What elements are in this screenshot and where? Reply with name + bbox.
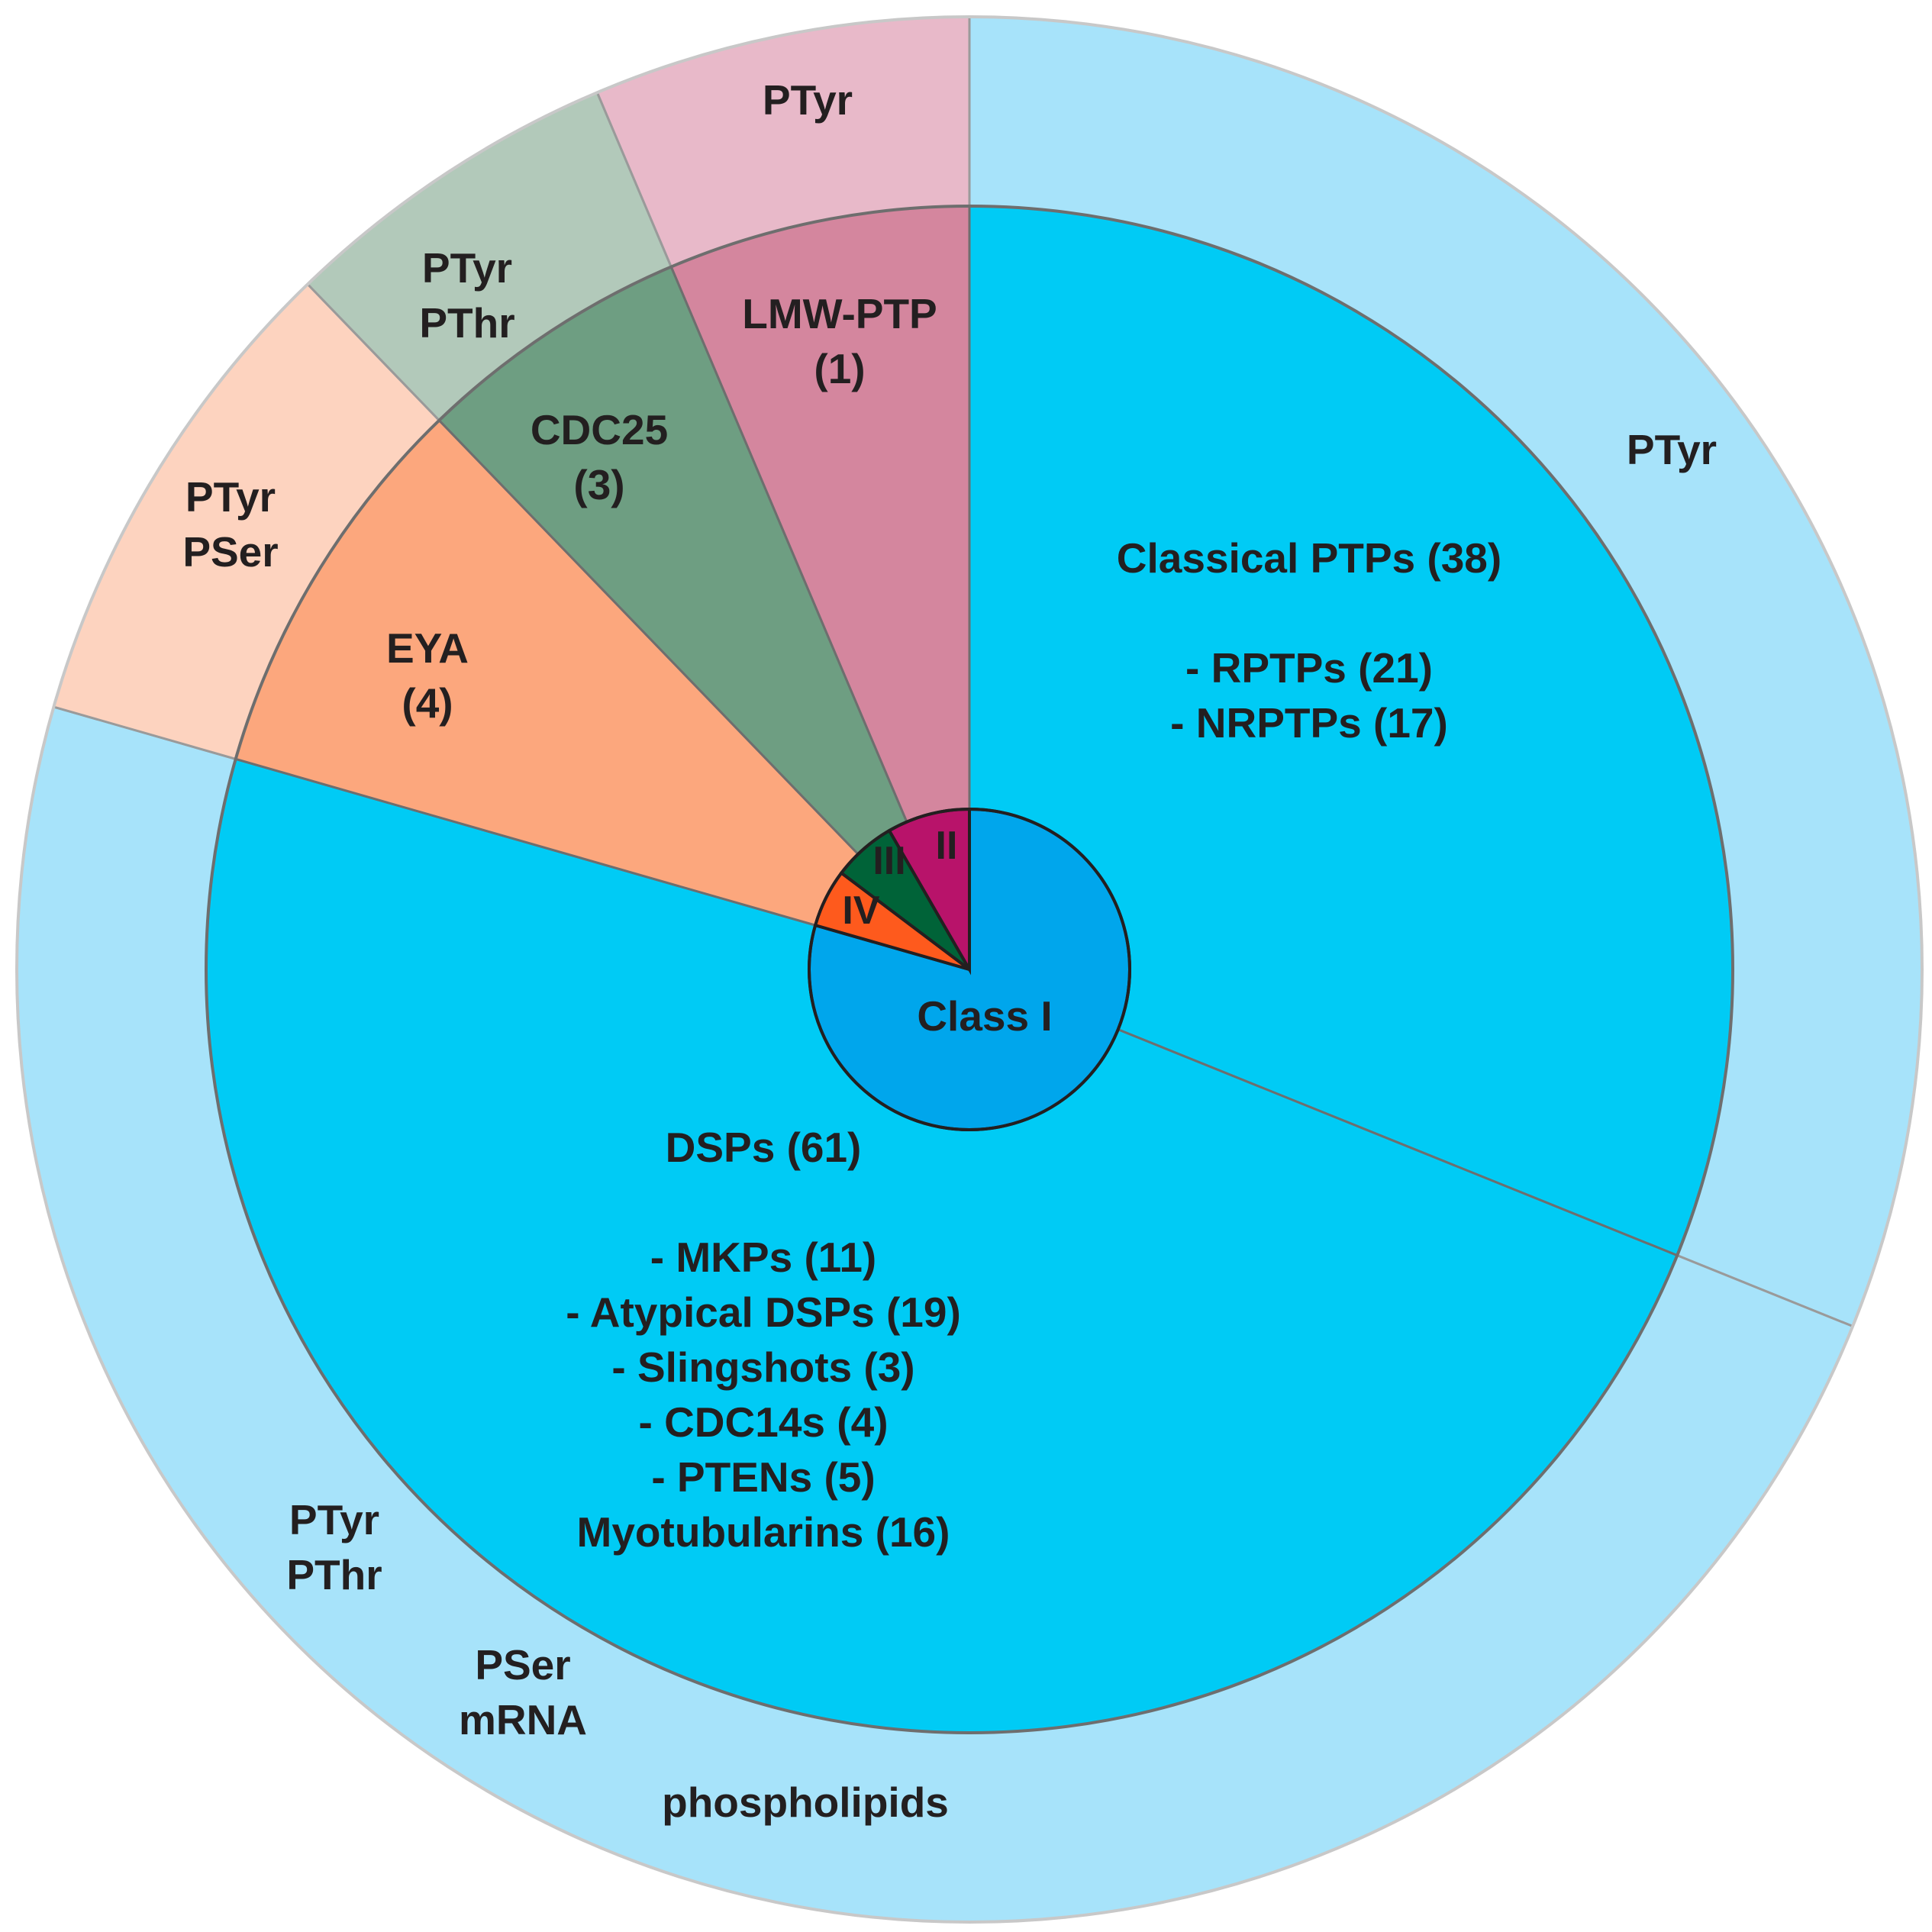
label-outer-lmw: PTyr — [763, 76, 853, 124]
label-lmw-ptp: LMW-PTP (1) — [742, 290, 937, 392]
label-eya: EYA (4) — [386, 624, 469, 727]
outer-border — [15, 15, 1924, 1924]
label-outer-cdc25: PTyr PThr — [419, 244, 514, 347]
label-outer-eya: PTyr PSer — [182, 473, 278, 576]
inner-ring — [205, 205, 1734, 1734]
center-border — [808, 808, 1131, 1131]
label-class-ii: II — [936, 824, 958, 868]
label-cdc25: CDC25 (3) — [531, 406, 668, 508]
center-pie — [808, 807, 1131, 1131]
labels: Classical PTPs (38) - RPTPs (21) - NRPTPs… — [182, 76, 1717, 1826]
label-class-i: Class I — [917, 992, 1052, 1040]
inner-border — [205, 205, 1734, 1734]
label-class-iii: III — [872, 839, 905, 883]
label-outer-dsps-extra: PSer mRNA — [459, 1641, 587, 1743]
label-dsps: DSPs (61) - MKPs (11) - Atypical DSPs (19… — [566, 1124, 961, 1556]
label-outer-classical: PTyr — [1627, 426, 1717, 473]
label-class-iv: IV — [842, 889, 879, 933]
label-classical-ptps: Classical PTPs (38) - RPTPs (21) - NRPTPs… — [1117, 534, 1501, 747]
label-outer-dsps: PTyr PThr — [286, 1496, 382, 1598]
label-outer-dsps-phospholipids: phospholipids — [662, 1779, 949, 1826]
